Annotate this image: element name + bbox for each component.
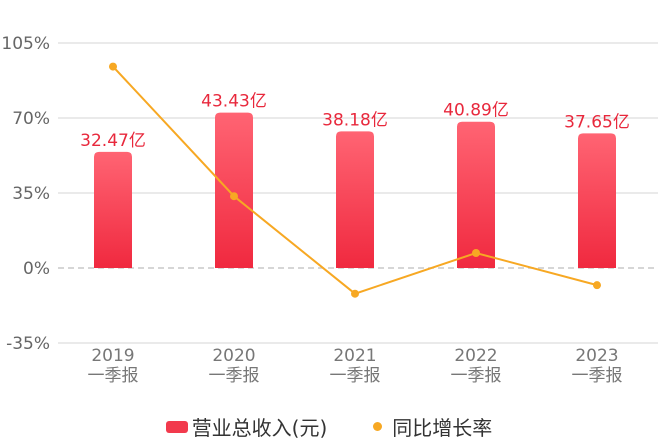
bar-series	[94, 112, 616, 269]
line-point[interactable]	[351, 289, 359, 298]
dot-swatch-icon	[373, 422, 383, 431]
y-tick-label: 0%	[23, 259, 50, 279]
x-tick-year: 2019	[91, 346, 134, 366]
y-tick-label: -35%	[6, 334, 50, 354]
legend-label-revenue: 营业总收入(元)	[191, 416, 328, 440]
line-point[interactable]	[230, 192, 238, 201]
line-point[interactable]	[472, 249, 480, 257]
bar[interactable]	[215, 112, 253, 269]
bar-swatch-icon	[165, 420, 188, 433]
legend-label-growth: 同比增长率	[392, 416, 493, 440]
bar[interactable]	[457, 121, 495, 268]
x-tick-period: 一季报	[209, 366, 260, 386]
x-tick-year: 2020	[212, 346, 255, 366]
bar[interactable]	[336, 131, 374, 268]
bar-data-label: 32.47亿	[80, 131, 146, 151]
x-tick-year: 2022	[454, 346, 497, 366]
legend: 营业总收入(元) 同比增长率	[0, 412, 658, 441]
y-tick-label: 70%	[12, 109, 50, 129]
x-tick-period: 一季报	[572, 366, 623, 386]
chart-svg: 105% 70% 35% 0% -35% 32.47亿 43.43亿 38.18亿 40.89…	[1, 34, 658, 386]
x-tick-year: 2023	[575, 346, 618, 366]
line-series	[109, 62, 601, 298]
bar-data-labels: 32.47亿 43.43亿 38.18亿 40.89亿 37.65亿	[80, 92, 630, 151]
line-point[interactable]	[593, 281, 601, 290]
y-axis-ticks: 105% 70% 35% 0% -35%	[1, 34, 50, 354]
x-tick-period: 一季报	[330, 366, 381, 386]
y-tick-label: 35%	[12, 184, 50, 204]
y-tick-label: 105%	[1, 34, 50, 54]
x-tick-year: 2021	[333, 346, 376, 366]
bar-data-label: 43.43亿	[201, 92, 267, 112]
bar[interactable]	[94, 151, 132, 268]
x-tick-period: 一季报	[451, 366, 502, 386]
bar[interactable]	[578, 133, 616, 268]
legend-item-revenue[interactable]: 营业总收入(元)	[165, 412, 328, 441]
line-point[interactable]	[109, 62, 117, 71]
bar-data-label: 40.89亿	[443, 101, 509, 121]
bar-data-label: 38.18亿	[322, 110, 388, 130]
x-tick-period: 一季报	[88, 366, 139, 386]
legend-item-growth[interactable]: 同比增长率	[373, 412, 492, 441]
bar-data-label: 37.65亿	[564, 112, 630, 132]
